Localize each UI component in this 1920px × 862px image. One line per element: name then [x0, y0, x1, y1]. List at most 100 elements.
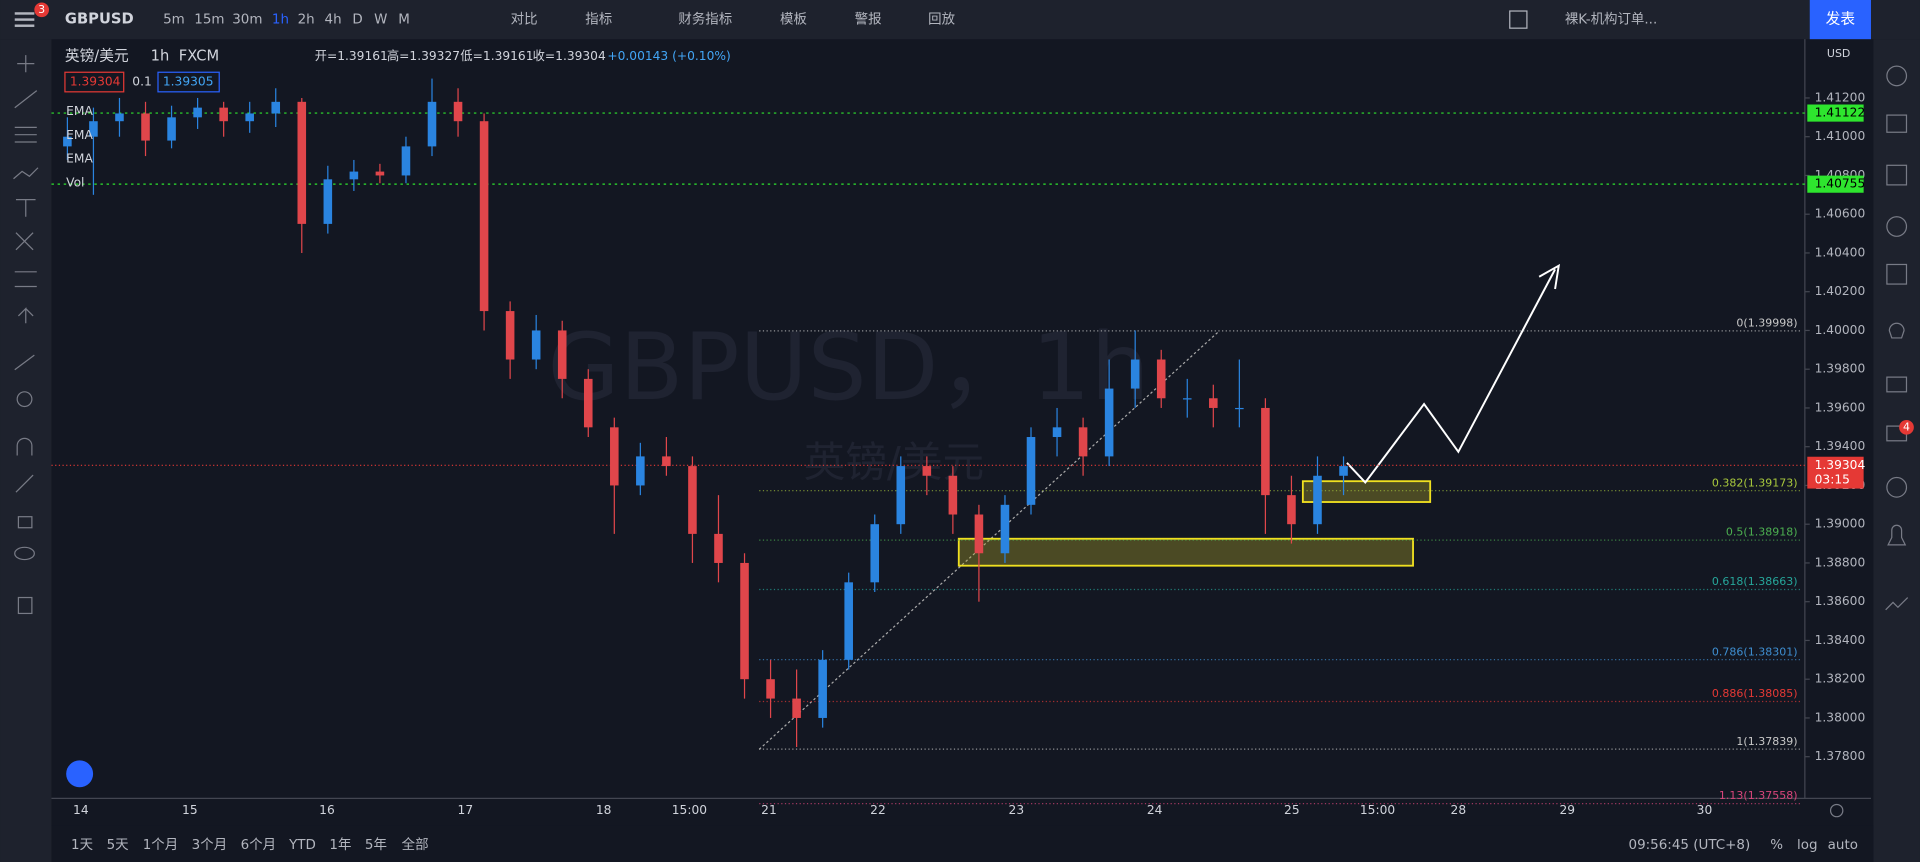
interval[interactable]: 5m	[163, 13, 185, 28]
toolbar-button[interactable]: 警报	[855, 12, 882, 28]
range-button[interactable]: 5天	[107, 838, 129, 853]
price-tick-label: 1.41000	[1815, 129, 1866, 143]
countdown: 03:15	[1815, 472, 1850, 486]
legend-pair: 英镑/美元	[65, 46, 129, 64]
ohlc: 低=1.39161	[460, 49, 533, 63]
candle-body	[636, 456, 645, 486]
symbol[interactable]: GBPUSD	[65, 11, 134, 28]
currency: USD	[1827, 47, 1851, 60]
range-button[interactable]: YTD	[288, 838, 316, 853]
price-tick-label: 1.38400	[1815, 633, 1866, 647]
indicator[interactable]: EMA	[66, 128, 93, 142]
price-tag: 0.1	[132, 75, 151, 89]
range-button[interactable]: 3个月	[192, 837, 227, 853]
candle-body	[141, 113, 150, 141]
layout-icon[interactable]	[1509, 10, 1528, 29]
candle-body	[1313, 475, 1322, 525]
price-tick-label: 1.39600	[1815, 400, 1866, 414]
scale-button[interactable]: log	[1797, 838, 1818, 853]
scale-button[interactable]: %	[1770, 838, 1783, 853]
range-button[interactable]: 1个月	[143, 837, 178, 853]
time-label: 28	[1451, 803, 1467, 817]
level-tag	[1807, 104, 1864, 122]
price-tick-label: 1.41200	[1815, 90, 1866, 104]
interval[interactable]: 4h	[325, 13, 342, 28]
candle-body	[948, 475, 958, 515]
range-button[interactable]: 1天	[71, 838, 93, 853]
candle-body	[1287, 495, 1296, 525]
candle-body	[844, 582, 853, 660]
price-tick-label: 1.38800	[1815, 555, 1866, 569]
toolbar-button[interactable]: 回放	[928, 12, 955, 28]
candle-body	[245, 113, 254, 122]
candle-body	[63, 136, 72, 147]
badge	[34, 2, 50, 18]
indicator[interactable]: EMA	[66, 152, 93, 166]
interval[interactable]: D	[352, 13, 362, 28]
watermark: GBPUSD，1h	[548, 313, 1150, 421]
time-label: 15:00	[1360, 803, 1395, 817]
price-tick-label: 1.39400	[1815, 439, 1866, 453]
top-toolbar	[0, 0, 1920, 40]
indicator[interactable]: EMA	[66, 104, 93, 118]
settings-icon[interactable]	[1829, 803, 1844, 818]
candle-body	[323, 179, 333, 224]
scale-button[interactable]: auto	[1828, 838, 1858, 853]
projection-arrow	[1346, 263, 1561, 484]
toolbar-button[interactable]: 指标	[585, 12, 612, 28]
time-label: 25	[1284, 803, 1300, 817]
range-button[interactable]: 1年	[329, 837, 351, 853]
price-tick-label: 1.40200	[1815, 284, 1866, 298]
demand-zone	[957, 537, 1414, 567]
interval[interactable]: 2h	[298, 13, 315, 28]
price-tick-label: 1.37800	[1815, 749, 1866, 763]
menu-button[interactable]	[14, 12, 35, 27]
candle-body	[1052, 427, 1062, 438]
time-label: 15:00	[672, 803, 707, 817]
range-button[interactable]: 6个月	[241, 837, 276, 853]
candle-body	[531, 330, 541, 360]
interval[interactable]: W	[374, 13, 387, 28]
demand-zone	[1301, 480, 1432, 503]
publish-button[interactable]	[1809, 0, 1871, 40]
time-label: 15	[182, 803, 198, 817]
indicator[interactable]: Vol	[66, 176, 84, 190]
candle-body	[453, 101, 463, 122]
left-toolbar	[0, 39, 52, 862]
range-button[interactable]: 全部	[402, 836, 429, 853]
price-tick-label: 1.38000	[1815, 710, 1866, 724]
candle-body	[1104, 388, 1114, 457]
candle-body	[922, 466, 932, 476]
fib-label: 0.618(1.38663)	[1712, 575, 1798, 588]
interval[interactable]: M	[398, 13, 410, 28]
candle-body	[1026, 437, 1036, 505]
notification-badge	[1899, 419, 1914, 435]
toolbar-button[interactable]: 模板	[780, 12, 807, 28]
fib-label: 1.13(1.37558)	[1719, 789, 1798, 802]
candle-body	[1261, 407, 1270, 496]
layout-name[interactable]: 裸K-机构订单...	[1565, 12, 1657, 28]
ohlc: 收=1.39304	[533, 49, 606, 63]
candle-body	[896, 466, 906, 525]
bottom-bar	[51, 825, 1874, 862]
interval[interactable]: 30m	[232, 13, 262, 28]
range-button[interactable]: 5年	[365, 837, 387, 853]
toolbar-button[interactable]: 对比	[511, 12, 538, 28]
candle-body	[1209, 398, 1218, 408]
last-price-tag	[1807, 456, 1864, 489]
candle-body	[818, 659, 827, 718]
time-label: 22	[870, 803, 886, 817]
ohlc: 开=1.39161	[315, 49, 388, 63]
price-tag-box	[157, 71, 220, 93]
right-tools	[1885, 65, 1909, 611]
toolbar-button[interactable]: 财务指标	[678, 12, 732, 28]
price-tick-label: 1.40400	[1815, 245, 1866, 259]
badge-count: 3	[38, 3, 45, 16]
candle-body	[271, 101, 281, 114]
interval[interactable]: 1h	[272, 13, 289, 28]
publish-label[interactable]: 发表	[1826, 11, 1856, 28]
level-tag	[1807, 175, 1864, 193]
interval[interactable]: 15m	[194, 13, 224, 28]
price-tick-label: 1.40000	[1815, 323, 1866, 337]
level-label: 1.40755	[1815, 177, 1866, 191]
